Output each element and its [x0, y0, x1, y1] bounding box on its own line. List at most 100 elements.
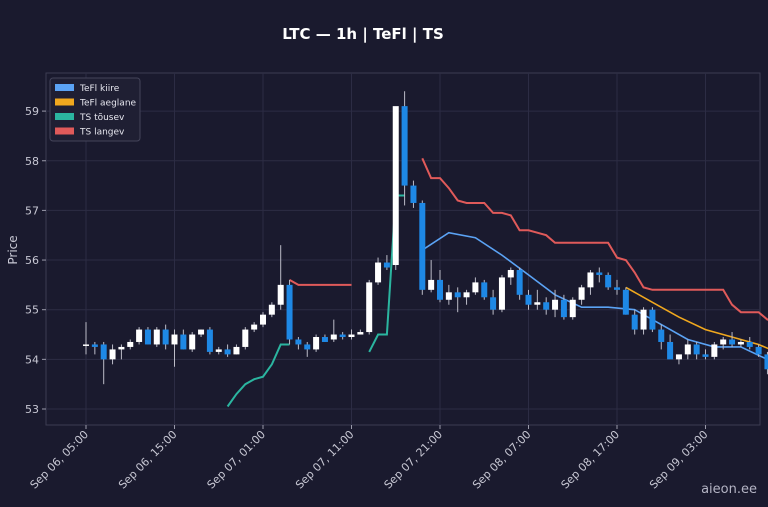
candle [189, 332, 196, 352]
candle [755, 344, 762, 357]
candle-body [144, 329, 151, 345]
candle [428, 260, 435, 293]
candle [260, 312, 266, 328]
candle [198, 329, 205, 338]
candle [286, 279, 293, 345]
candle-body [171, 334, 178, 345]
candle [206, 327, 213, 355]
candle [233, 344, 240, 355]
candle-body [684, 344, 691, 355]
x-tick-label: Sep 06, 15:00 [116, 428, 180, 492]
candle-body [720, 339, 727, 345]
candle [295, 337, 302, 350]
candle [304, 341, 311, 357]
candle [569, 297, 576, 320]
candle-body [614, 287, 620, 290]
candle-body [153, 329, 160, 345]
x-tick-label: Sep 08, 07:00 [470, 428, 534, 492]
ts-down-line [289, 279, 352, 286]
candle [91, 341, 98, 355]
candle-body [490, 297, 497, 310]
candle-body [578, 287, 585, 300]
candle-body [313, 337, 320, 350]
candle-body [268, 304, 275, 315]
candle-body [224, 349, 231, 355]
candle-body [383, 262, 390, 268]
candle-body [83, 344, 89, 346]
candle [693, 341, 700, 360]
candle [764, 351, 768, 375]
y-axis: 53 54 55 56 57 58 59 [25, 105, 46, 416]
candle [144, 327, 151, 345]
y-tick-label: 57 [25, 204, 39, 217]
candles [83, 91, 768, 385]
candle-body [401, 106, 408, 186]
candle [109, 344, 116, 365]
candle [737, 339, 744, 347]
candle-body [189, 334, 196, 350]
candle-body [498, 277, 505, 310]
candle [321, 334, 328, 342]
candle-body [233, 346, 240, 355]
candle-body [410, 185, 417, 203]
legend-label: TeFl aeglane [79, 99, 137, 109]
candle [410, 180, 417, 208]
candle [649, 307, 656, 333]
candle-body [755, 346, 762, 355]
candle [729, 332, 736, 347]
legend-swatch [55, 113, 74, 120]
candle-body [658, 329, 665, 342]
candle-body [215, 349, 222, 352]
y-tick-label: 53 [25, 403, 39, 416]
candle [437, 269, 443, 303]
candle-body [118, 346, 125, 350]
candle-body [525, 294, 532, 305]
candle [578, 284, 585, 305]
candle-body [552, 299, 559, 310]
candle [445, 284, 452, 305]
x-tick-label: Sep 07, 21:00 [382, 428, 446, 492]
candle-body [622, 289, 629, 315]
candle [251, 322, 258, 333]
candle-body [242, 329, 249, 347]
candle [83, 322, 89, 355]
candle-body [357, 332, 364, 335]
candle-body [375, 262, 382, 283]
candle [481, 279, 488, 300]
legend-box [49, 77, 141, 142]
candle [162, 324, 169, 350]
candle [605, 272, 612, 290]
candle [224, 344, 231, 357]
candle [490, 289, 497, 315]
candle-body [667, 341, 674, 360]
candle-body [437, 279, 443, 300]
candle [118, 344, 125, 360]
y-tick-label: 55 [25, 304, 39, 317]
candle [507, 267, 514, 285]
legend-swatch [55, 127, 74, 135]
x-axis: Sep 06, 05:00 Sep 06, 15:00 Sep 07, 01:00 S… [28, 425, 711, 492]
candle-body [419, 202, 426, 290]
candle-body [136, 329, 143, 342]
candle [622, 287, 629, 315]
candle-body [516, 269, 523, 295]
legend-swatch [55, 98, 74, 106]
candle [516, 267, 523, 300]
candle-body [560, 299, 567, 318]
candle [330, 319, 337, 342]
candle-body [729, 339, 736, 345]
candle [401, 91, 408, 206]
candle [419, 200, 426, 295]
candle [667, 334, 674, 360]
x-tick-label: Sep 06, 05:00 [28, 428, 92, 492]
candle-body [702, 354, 709, 357]
candle [587, 269, 594, 295]
candle-body [277, 284, 284, 305]
candle [339, 332, 346, 340]
candle-body [640, 309, 647, 330]
candle-body [260, 314, 266, 325]
candle [357, 329, 364, 335]
candle-body [543, 302, 550, 310]
